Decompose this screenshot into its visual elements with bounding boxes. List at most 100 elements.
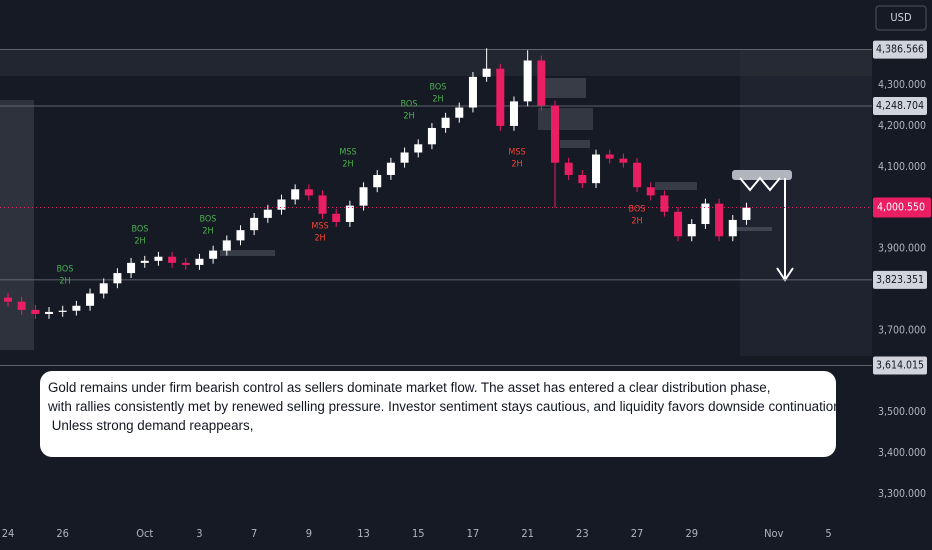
x-tick-label: 27 — [631, 527, 644, 540]
x-tick-label: 9 — [306, 527, 312, 540]
y-tick-label: 4,100.000 — [878, 161, 926, 173]
candle-body — [496, 68, 505, 126]
annotation-label: BOS — [200, 215, 217, 225]
candle-body — [291, 189, 300, 200]
annotation-timeframe: 2H — [134, 237, 145, 247]
level-label: 3,823.351 — [876, 274, 924, 286]
volume-profile — [0, 100, 34, 350]
x-tick-label: 26 — [56, 527, 69, 540]
y-tick-label: 4,300.000 — [878, 79, 926, 91]
order-block — [560, 140, 590, 148]
candle-body — [140, 260, 149, 263]
level-tag — [873, 40, 927, 59]
candle-body — [45, 311, 54, 314]
candle-body — [181, 262, 190, 265]
candle-body — [728, 219, 737, 237]
x-tick-label: 17 — [467, 527, 480, 540]
currency-box[interactable] — [875, 5, 927, 31]
note-box: Gold remains under firm bearish control … — [40, 371, 845, 457]
candle-body — [72, 305, 81, 311]
level-tag — [873, 270, 927, 289]
order-block — [220, 250, 275, 256]
candle-body — [250, 217, 259, 231]
current-price-label: 4,000.550 — [877, 201, 925, 213]
level-label: 4,248.704 — [876, 100, 924, 112]
annotation-timeframe: 2H — [314, 234, 325, 244]
candle-body — [742, 207, 751, 220]
candle-body — [414, 144, 423, 153]
level-tag — [873, 356, 927, 375]
order-block — [538, 78, 586, 98]
candle-body — [441, 117, 450, 128]
current-price-tag — [873, 197, 931, 218]
annotation-timeframe: 2H — [59, 277, 70, 287]
x-tick-label: 23 — [576, 527, 589, 540]
candle-body — [455, 107, 464, 118]
note-line: Unless strong demand reappears, — [48, 418, 254, 433]
candle-body — [236, 230, 245, 241]
annotation-timeframe: 2H — [202, 227, 213, 237]
level-tag — [873, 97, 927, 116]
zigzag — [739, 176, 781, 192]
candle-body — [537, 60, 546, 106]
annotation-label: BOS — [57, 265, 74, 275]
candle-body — [619, 158, 628, 163]
candle-body — [715, 203, 724, 237]
candle-body — [127, 262, 136, 274]
candle-body — [58, 310, 67, 312]
note-line: with rallies consistently met by renewed… — [48, 399, 845, 414]
x-tick-label: 21 — [521, 527, 534, 540]
candle-body — [31, 309, 40, 314]
note-line: Gold remains under firm bearish control … — [48, 380, 771, 395]
y-tick-label: 3,500.000 — [878, 406, 926, 418]
annotation-label: BOS — [401, 100, 418, 110]
candle-body — [687, 224, 696, 237]
candle-body — [400, 152, 409, 163]
candle-body — [646, 187, 655, 196]
x-tick-label: 24 — [2, 527, 15, 540]
level-label: 3,614.015 — [876, 359, 924, 371]
candle-body — [482, 68, 491, 77]
annotation-timeframe: 2H — [403, 112, 414, 122]
order-block — [655, 182, 697, 190]
candle-body — [359, 187, 368, 206]
x-tick-label: 13 — [357, 527, 370, 540]
order-block — [538, 108, 593, 130]
x-tick-label: 3 — [196, 527, 202, 540]
annotation-label: BOS — [629, 205, 646, 215]
x-tick-label: 5 — [825, 527, 831, 540]
x-tick-label: 15 — [412, 527, 425, 540]
candle-body — [564, 162, 573, 175]
candle-body — [468, 76, 477, 108]
supply-zone — [0, 50, 872, 76]
annotation-label: MSS — [508, 148, 525, 158]
candle-body — [701, 203, 710, 225]
annotation-timeframe: 2H — [511, 160, 522, 170]
candle-body — [99, 283, 108, 294]
candle-body — [17, 301, 26, 310]
candle-body — [277, 199, 286, 210]
candle-body — [113, 273, 122, 284]
y-tick-label: 3,700.000 — [878, 324, 926, 336]
annotation-label: MSS — [339, 148, 356, 158]
candle-body — [332, 213, 341, 222]
x-tick-label: Nov — [764, 527, 783, 540]
x-tick-label: Oct — [136, 527, 153, 540]
candle-body — [304, 189, 313, 196]
candle-body — [592, 154, 601, 184]
candle-body — [660, 195, 669, 212]
y-tick-label: 4,200.000 — [878, 120, 926, 132]
candle-body — [209, 250, 218, 259]
x-tick-label: 7 — [251, 527, 257, 540]
candle-body — [345, 205, 354, 222]
candle-body — [86, 293, 95, 306]
candle-body — [633, 162, 642, 188]
currency[interactable]: USD — [890, 11, 912, 24]
forecast-zone — [740, 50, 872, 356]
candle-body — [551, 105, 559, 163]
candle-body — [427, 127, 436, 145]
candle-body — [674, 211, 683, 237]
target-zone — [732, 170, 792, 180]
